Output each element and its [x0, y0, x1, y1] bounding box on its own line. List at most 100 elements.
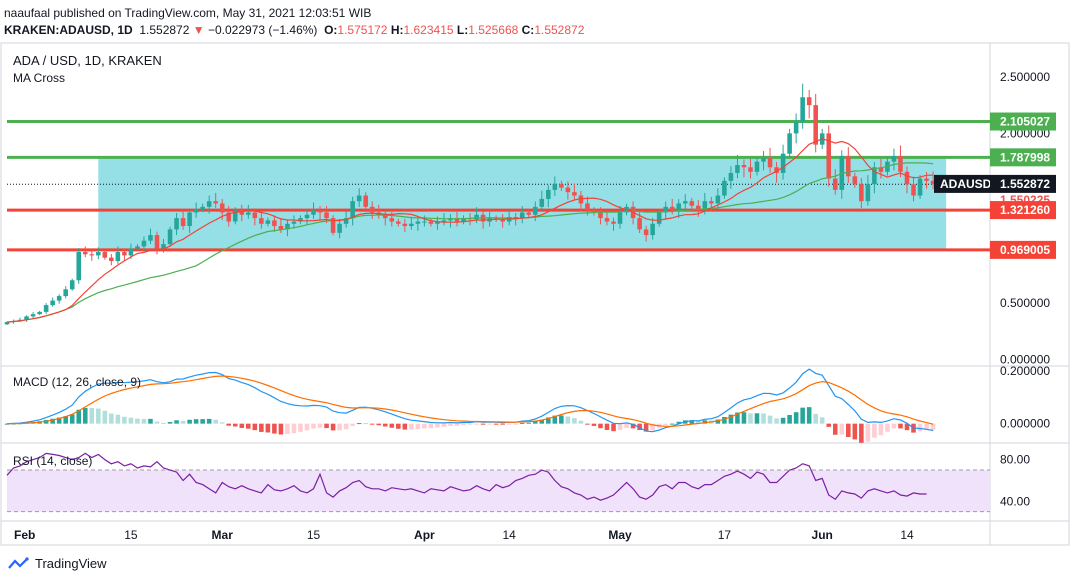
- candle-body: [174, 218, 179, 230]
- candle-body: [141, 240, 147, 247]
- price-label: 1.321260: [1000, 203, 1050, 217]
- macd-histogram-bar: [285, 423, 290, 435]
- candle-body: [806, 97, 812, 106]
- macd-histogram-bar: [598, 423, 603, 429]
- macd-histogram-bar: [565, 416, 571, 424]
- macd-histogram-bar: [265, 423, 271, 433]
- macd-histogram-bar: [167, 422, 173, 424]
- macd-line: [6, 368, 934, 433]
- candle-body: [69, 280, 75, 290]
- price-label: 1.787998: [1000, 150, 1050, 164]
- candle-body: [689, 201, 695, 206]
- tradingview-logo-icon: [8, 556, 29, 569]
- candle-body: [676, 203, 682, 211]
- candle-body: [363, 195, 368, 207]
- candle-body: [89, 254, 95, 256]
- macd-histogram-bar: [317, 423, 323, 428]
- candle-body: [50, 300, 55, 306]
- macd-histogram-bar: [82, 407, 88, 424]
- macd-histogram-bar: [311, 423, 316, 429]
- macd-histogram-bar: [291, 423, 297, 434]
- candle-body: [552, 184, 558, 190]
- candle-body: [532, 206, 538, 215]
- macd-histogram-bar: [819, 417, 825, 424]
- x-tick-label: Jun: [812, 528, 833, 542]
- candle-body: [728, 172, 734, 181]
- macd-histogram-bar: [559, 415, 564, 424]
- low-value: 1.525668: [468, 23, 519, 37]
- candle-body: [82, 252, 88, 255]
- macd-histogram-bar: [852, 423, 858, 440]
- macd-histogram-bar: [356, 423, 362, 425]
- high-label: H:: [390, 23, 404, 37]
- candle-body: [832, 178, 838, 190]
- candle-body: [617, 212, 623, 224]
- macd-histogram-bar: [200, 419, 205, 424]
- candle-body: [435, 221, 440, 224]
- high-value: 1.623415: [403, 23, 454, 37]
- macd-histogram-bar: [591, 423, 597, 426]
- macd-histogram-bar: [122, 416, 127, 424]
- price-label: 0.969005: [1000, 243, 1050, 257]
- macd-histogram-bar: [76, 409, 82, 424]
- candle-body: [272, 220, 277, 227]
- macd-histogram-bar: [806, 407, 812, 424]
- symbol-info-line: KRAKEN:ADAUSD, 1D 1.552872 ▼ −0.022973 (…: [4, 23, 584, 37]
- candle-body: [109, 257, 114, 262]
- macd-histogram-bar: [187, 419, 192, 424]
- macd-histogram-bar: [617, 423, 623, 430]
- candle-body: [428, 221, 434, 224]
- macd-histogram-bar: [369, 423, 375, 425]
- macd-histogram-bar: [448, 423, 453, 426]
- candle-body: [382, 214, 388, 219]
- price-tag: [990, 201, 1056, 220]
- macd-histogram-bar: [526, 422, 532, 424]
- footer-brand[interactable]: TradingView: [8, 556, 107, 571]
- macd-histogram-bar: [226, 423, 232, 426]
- candle-body: [722, 180, 727, 196]
- candle-body: [741, 165, 747, 168]
- candle-body: [735, 165, 740, 173]
- macd-histogram-bar: [513, 423, 518, 425]
- macd-histogram-bar: [474, 423, 479, 425]
- macd-histogram-bar: [924, 423, 929, 431]
- symbol-tag: [934, 174, 990, 193]
- current-price-label: 1.552872: [1000, 177, 1050, 191]
- macd-histogram-bar: [532, 421, 538, 424]
- rsi-band: [7, 470, 990, 512]
- close-value: 1.552872: [534, 23, 585, 37]
- x-tick-label: Feb: [14, 528, 35, 542]
- candle-body: [304, 214, 310, 219]
- candle-body: [115, 252, 121, 262]
- candle-body: [578, 195, 584, 204]
- candle-body: [265, 220, 271, 224]
- candle-body: [422, 221, 427, 223]
- macd-histogram-bar: [141, 418, 147, 424]
- macd-histogram-bar: [487, 423, 492, 425]
- candle-body: [389, 218, 395, 222]
- candle-body: [493, 218, 499, 220]
- macd-histogram-bar: [832, 423, 838, 435]
- candle-body: [872, 167, 877, 185]
- candle-body: [513, 216, 518, 219]
- candle-body: [813, 105, 818, 145]
- macd-histogram-bar: [917, 423, 923, 432]
- macd-histogram-bar: [754, 413, 760, 424]
- macd-histogram-bar: [396, 423, 401, 429]
- candle-body: [356, 195, 362, 202]
- candle-body: [715, 195, 721, 204]
- price-tag: [990, 112, 1056, 131]
- candle-body: [526, 212, 532, 215]
- candle-body: [787, 133, 792, 154]
- macd-histogram-bar: [96, 408, 101, 424]
- ma-slow-line: [6, 162, 934, 323]
- candle-body: [585, 203, 590, 211]
- candle-body: [200, 206, 205, 210]
- candle-body: [793, 122, 799, 134]
- macd-histogram-bar: [102, 410, 108, 424]
- macd-histogram-bar: [859, 423, 864, 443]
- macd-histogram-bar: [389, 423, 395, 428]
- macd-histogram-bar: [872, 423, 877, 438]
- candle-body: [96, 252, 101, 256]
